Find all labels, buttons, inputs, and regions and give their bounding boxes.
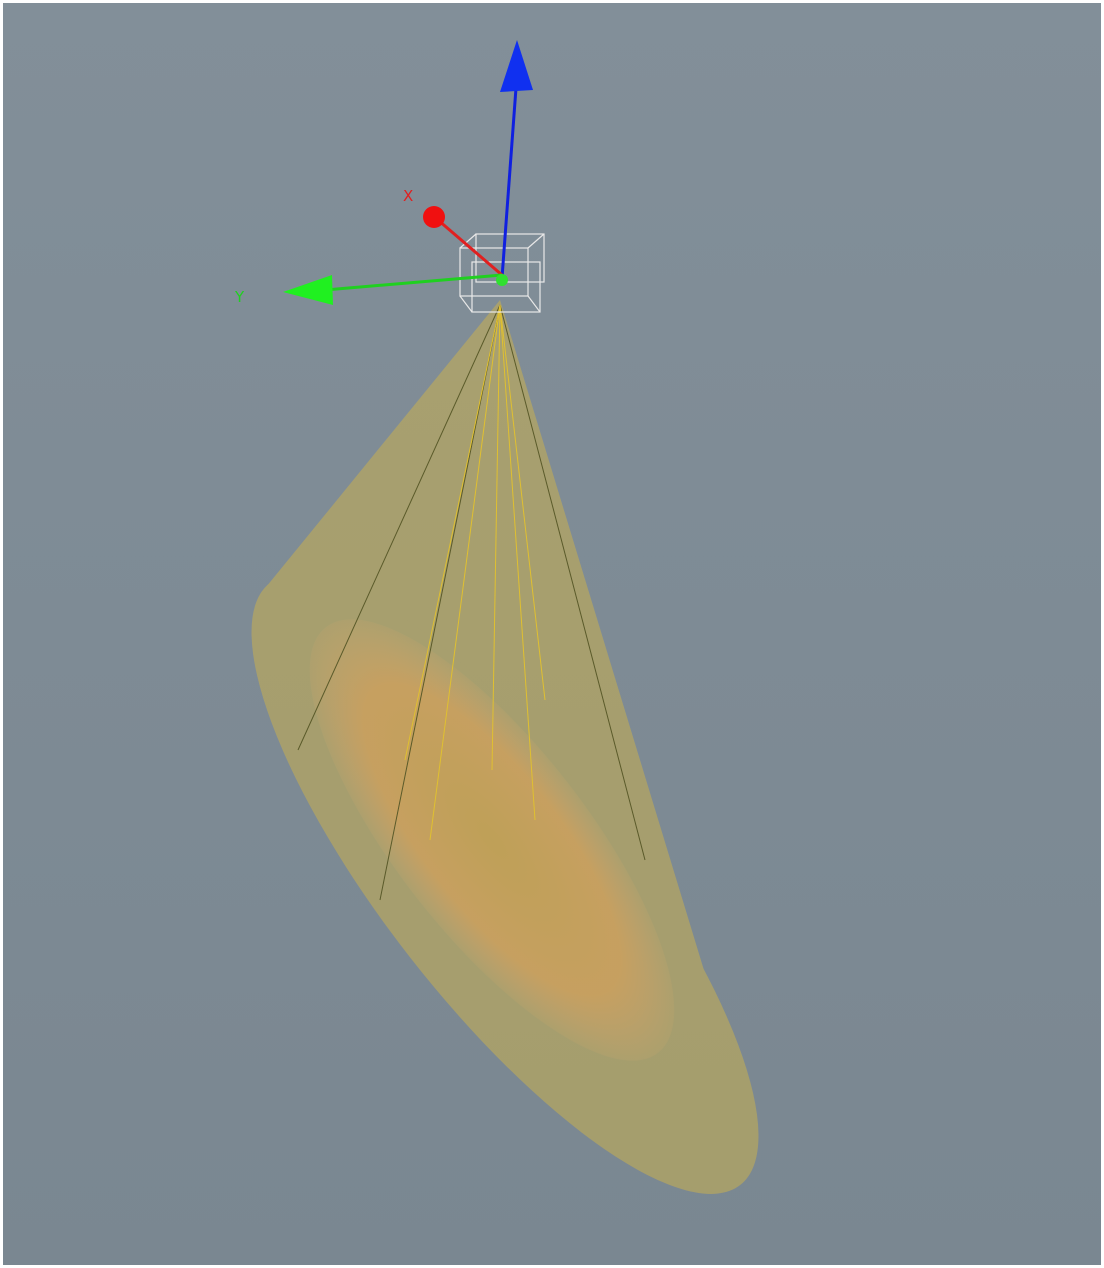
z-axis [500,87,518,279]
y-arrow [283,275,333,305]
transform-gizmo[interactable]: X Y [234,40,545,313]
bounding-cube [459,233,545,313]
x-axis-label: X [403,187,413,205]
x-axis [437,218,503,277]
y-axis-label: Y [234,288,245,306]
z-arrow [500,40,533,92]
y-axis [324,273,503,292]
cone-lines [297,304,646,901]
x-handle [423,206,445,228]
cone-inner [309,619,675,1061]
gizmo-center [496,274,508,286]
